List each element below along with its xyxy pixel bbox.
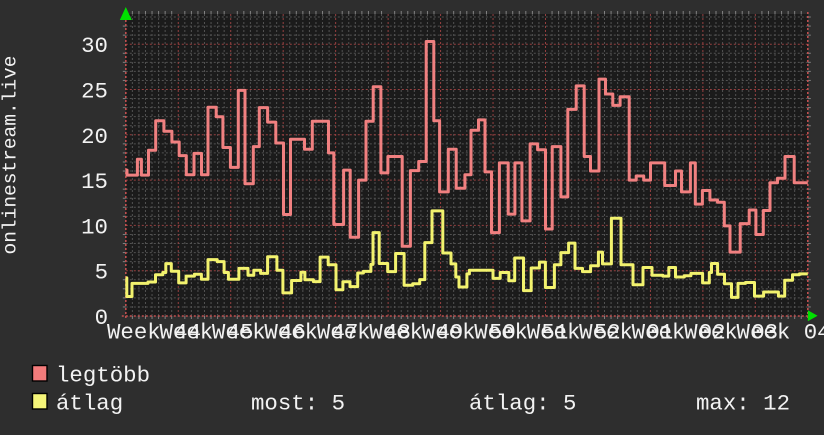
- svg-text:Week 04: Week 04: [737, 320, 824, 346]
- svg-text:Week 45: Week 45: [159, 320, 253, 346]
- svg-text:Week 52: Week 52: [527, 320, 621, 346]
- svg-text:most: 5: most: 5: [251, 391, 345, 417]
- svg-text:25: 25: [81, 79, 108, 105]
- svg-text:5: 5: [95, 260, 108, 286]
- svg-text:Week 51: Week 51: [474, 320, 568, 346]
- svg-text:legtöbb: legtöbb: [56, 363, 150, 389]
- svg-text:max: 12: max: 12: [696, 391, 790, 417]
- svg-text:Week 50: Week 50: [422, 320, 516, 346]
- svg-text:0: 0: [95, 305, 108, 331]
- svg-text:átlag: átlag: [56, 391, 123, 417]
- svg-text:Week 49: Week 49: [369, 320, 463, 346]
- svg-text:Week 02: Week 02: [632, 320, 726, 346]
- svg-text:Week 03: Week 03: [684, 320, 778, 346]
- svg-text:15: 15: [81, 169, 108, 195]
- svg-text:Week 46: Week 46: [212, 320, 306, 346]
- svg-text:Week 01: Week 01: [579, 320, 673, 346]
- svg-text:10: 10: [81, 214, 108, 240]
- svg-text:30: 30: [81, 33, 108, 59]
- svg-text:Week 47: Week 47: [264, 320, 358, 346]
- svg-text:Week 48: Week 48: [317, 320, 411, 346]
- svg-text:Week 44: Week 44: [107, 320, 201, 346]
- svg-text:20: 20: [81, 124, 108, 150]
- svg-text:onlinestream.live: onlinestream.live: [0, 56, 22, 255]
- svg-text:átlag: 5: átlag: 5: [469, 391, 577, 417]
